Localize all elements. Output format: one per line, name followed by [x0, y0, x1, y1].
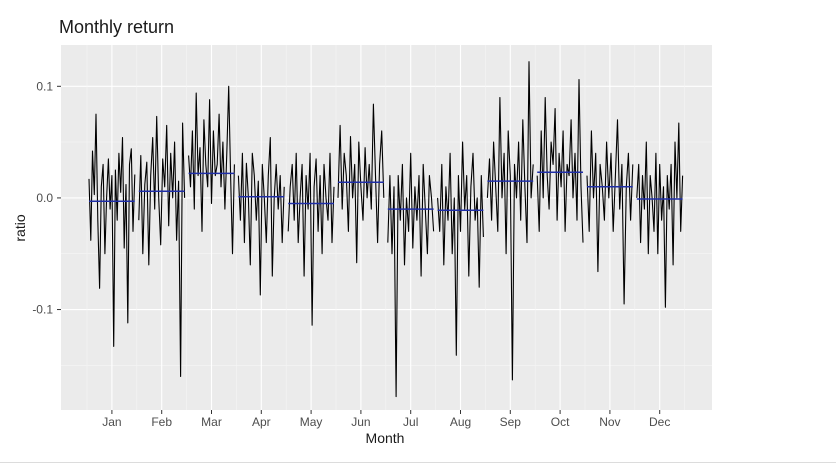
return-line-oct [536, 79, 584, 243]
bottom-divider [0, 462, 836, 463]
return-line-aug [437, 141, 484, 356]
x-tick-label-dec: Dec [649, 415, 670, 429]
return-line-may [287, 152, 335, 326]
y-axis-title: ratio [12, 214, 28, 241]
x-tick-label-jan: Jan [102, 415, 121, 429]
x-axis-title: Month [366, 430, 405, 446]
x-tick-label-apr: Apr [252, 415, 271, 429]
x-tick-label-sep: Sep [500, 415, 522, 429]
return-line-feb [138, 115, 186, 378]
data-series [88, 61, 684, 398]
x-tick-label-oct: Oct [551, 415, 570, 429]
y-tick-label: -0.1 [32, 303, 53, 317]
x-tick-label-jun: Jun [351, 415, 370, 429]
x-tick-label-feb: Feb [151, 415, 172, 429]
x-tick-label-may: May [300, 415, 323, 429]
x-tick-label-jul: Jul [403, 415, 418, 429]
return-line-jan [88, 113, 136, 347]
y-tick-label: 0.0 [36, 191, 53, 205]
return-line-nov [586, 119, 634, 305]
return-line-dec [636, 122, 684, 308]
x-tick-label-nov: Nov [599, 415, 620, 429]
return-line-jul [387, 152, 435, 398]
return-line-sep [486, 61, 534, 381]
plot-panel [61, 45, 712, 410]
return-line-mar [188, 85, 235, 255]
x-tick-label-aug: Aug [450, 415, 471, 429]
return-line-jun [337, 103, 385, 264]
x-tick-label-mar: Mar [201, 415, 222, 429]
return-line-apr [237, 137, 285, 296]
y-tick-label: 0.1 [36, 79, 53, 93]
chart-title: Monthly return [59, 17, 174, 37]
x-axis: Jan Feb Mar Apr May Jun Jul Aug Sep Oct Nov Dec [102, 410, 670, 429]
y-axis: 0.1 0.0 -0.1 [32, 79, 61, 317]
